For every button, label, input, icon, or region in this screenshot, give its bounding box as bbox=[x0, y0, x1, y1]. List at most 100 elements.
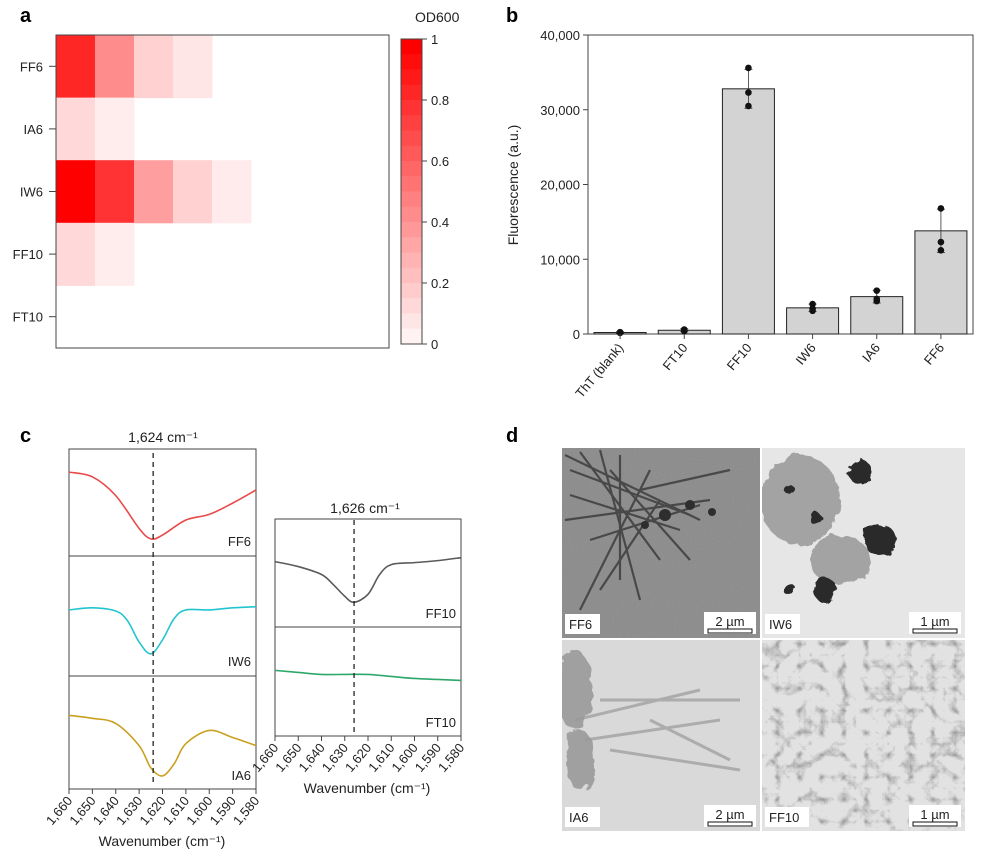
heatmap-cell bbox=[173, 35, 213, 99]
scale-bar-label: 2 µm bbox=[715, 807, 744, 822]
iw6-aggregates bbox=[784, 460, 896, 602]
spectrum-line bbox=[274, 556, 462, 604]
bar-y-axis-label: Fluorescence (a.u.) bbox=[505, 125, 521, 246]
colorbar-step bbox=[401, 328, 422, 345]
colorbar-ticks: 1 0.8 0.6 0.4 0.2 0 bbox=[422, 32, 449, 352]
bar-data-point bbox=[937, 205, 945, 212]
micrograph-label-bg bbox=[565, 807, 600, 827]
bar-data-point bbox=[873, 297, 881, 305]
heatmap-cell bbox=[56, 160, 96, 224]
colorbar-step bbox=[401, 252, 422, 269]
bar-data-point bbox=[680, 326, 688, 333]
colorbar bbox=[400, 38, 423, 345]
heatmap-cell bbox=[134, 160, 174, 224]
heatmap-row-label: IW6 bbox=[20, 185, 43, 200]
colorbar-step bbox=[401, 267, 422, 284]
micrograph-ia6 bbox=[562, 640, 760, 831]
bar-y-ticks: 0 10,000 20,000 30,000 40,000 bbox=[540, 28, 588, 342]
colorbar-tick-label: 1 bbox=[431, 32, 438, 47]
colorbar-step bbox=[401, 161, 422, 177]
iw6-haze bbox=[762, 455, 870, 585]
panel-b-label: b bbox=[506, 5, 518, 27]
colorbar-tick-label: 0.8 bbox=[431, 93, 449, 108]
panel-c-label: c bbox=[20, 425, 31, 447]
ftir-left-curves: FF6 IW6 IA6 bbox=[68, 453, 257, 786]
micrograph-grid: FF6 2 µm IW6 1 µm IA6 2 µm FF10 1 µm bbox=[562, 448, 965, 831]
scale-bar bbox=[912, 821, 958, 827]
ftir-right-curves: FF10 FT10 bbox=[274, 520, 462, 733]
spectrum-x-tick-label: 1,580 bbox=[435, 740, 467, 775]
bar-data-point bbox=[937, 238, 945, 246]
bar-data-point bbox=[745, 102, 752, 110]
colorbar-step bbox=[401, 176, 422, 192]
colorbar-step bbox=[401, 298, 422, 314]
colorbar-step bbox=[401, 115, 422, 131]
bar-x-tick-label: FF10 bbox=[724, 340, 755, 373]
bar-x-tick-label: FF6 bbox=[921, 340, 947, 367]
ftir-left-x-ticks: 1,6601,6501,6401,6301,6201,6101,6001,590… bbox=[43, 789, 262, 828]
ftir-left-x-axis-label: Wavenumber (cm⁻¹) bbox=[99, 833, 226, 849]
panel-d-label: d bbox=[506, 425, 518, 447]
bar-data-point bbox=[745, 89, 752, 96]
bar-x-tick-label: FT10 bbox=[660, 340, 691, 373]
colorbar-step bbox=[401, 39, 422, 55]
bar-chart: 0 10,000 20,000 30,000 40,000 ThT (blank) FT1… bbox=[505, 28, 974, 401]
micrograph-labels: FF6 2 µm IW6 1 µm IA6 2 µm FF10 1 µm bbox=[565, 612, 961, 827]
colorbar-step bbox=[401, 313, 422, 330]
spectrum-label: IW6 bbox=[228, 654, 251, 669]
heatmap-cell bbox=[134, 35, 174, 99]
spectrum-label: FF6 bbox=[228, 534, 251, 549]
spectrum-label: IA6 bbox=[231, 768, 251, 783]
micrograph-label: IA6 bbox=[569, 810, 589, 825]
bar-y-tick-label: 0 bbox=[573, 327, 580, 342]
heatmap-row-labels: FF6 IA6 IW6 FF10 FT10 bbox=[13, 59, 56, 325]
spectrum-label: FT10 bbox=[426, 715, 456, 730]
ff6-clumps bbox=[641, 500, 716, 529]
bar-x-tick-label: IA6 bbox=[859, 340, 883, 365]
bar-y-tick-label: 40,000 bbox=[540, 28, 580, 43]
heatmap-cell bbox=[173, 160, 213, 224]
ftir-right-peak-label: 1,626 cm⁻¹ bbox=[330, 500, 400, 516]
bar-y-tick-label: 30,000 bbox=[540, 103, 580, 118]
heatmap-row-label: FF6 bbox=[20, 59, 43, 74]
colorbar-tick-label: 0.4 bbox=[431, 215, 449, 230]
heatmap-row-label: FF10 bbox=[13, 247, 43, 262]
micrograph-ff10 bbox=[762, 640, 965, 831]
bar-data-point bbox=[937, 246, 945, 254]
spectrum-x-tick-label: 1,580 bbox=[230, 793, 262, 828]
scale-bar-label: 1 µm bbox=[920, 807, 949, 822]
micrograph-label: FF10 bbox=[769, 810, 799, 825]
micrograph-iw6 bbox=[762, 448, 965, 638]
colorbar-step bbox=[401, 84, 422, 101]
bar-data-point bbox=[745, 64, 752, 72]
heatmap-cell bbox=[95, 97, 135, 161]
panel-a-label: a bbox=[20, 5, 32, 27]
colorbar-frame bbox=[400, 38, 423, 345]
heatmap-cells bbox=[56, 35, 252, 286]
micrograph-label: IW6 bbox=[769, 617, 792, 632]
colorbar-step bbox=[401, 100, 422, 116]
bar bbox=[721, 88, 775, 335]
ftir-right-x-axis-label: Wavenumber (cm⁻¹) bbox=[304, 780, 431, 796]
heatmap-cell bbox=[56, 222, 96, 286]
heatmap-cell bbox=[95, 160, 135, 224]
heatmap-chart: FF6 IA6 IW6 FF10 FT10 OD600 1 0.8 0.6 0.4 0.2 0 bbox=[13, 9, 460, 352]
colorbar-step bbox=[401, 69, 422, 86]
colorbar-title: OD600 bbox=[415, 9, 460, 25]
micrograph-label-bg bbox=[765, 614, 800, 634]
colorbar-step bbox=[401, 222, 422, 238]
bars bbox=[593, 64, 968, 337]
bar-x-tick-label: ThT (blank) bbox=[572, 340, 626, 400]
scale-bar bbox=[707, 821, 753, 827]
heatmap-cell bbox=[95, 222, 135, 286]
scale-bar bbox=[912, 628, 958, 634]
spectrum-label: FF10 bbox=[426, 606, 456, 621]
colorbar-step bbox=[401, 237, 422, 253]
bar-data-point bbox=[616, 329, 624, 336]
ftir-right-x-ticks: 1,6601,6501,6401,6301,6201,6101,6001,590… bbox=[249, 736, 467, 775]
colorbar-step bbox=[401, 191, 422, 208]
bar-x-tick-label: IW6 bbox=[793, 340, 819, 367]
heatmap-cell bbox=[56, 97, 96, 161]
colorbar-step bbox=[401, 145, 422, 162]
bar-y-tick-label: 10,000 bbox=[540, 252, 580, 267]
